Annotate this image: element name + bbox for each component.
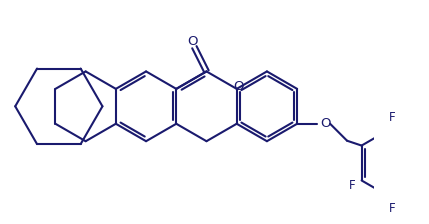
- Text: O: O: [187, 35, 198, 48]
- Text: F: F: [389, 111, 395, 124]
- Text: F: F: [428, 134, 429, 147]
- Text: F: F: [349, 179, 356, 192]
- Text: O: O: [320, 117, 330, 130]
- Text: O: O: [233, 80, 244, 93]
- Text: F: F: [428, 179, 429, 192]
- Text: F: F: [389, 202, 395, 215]
